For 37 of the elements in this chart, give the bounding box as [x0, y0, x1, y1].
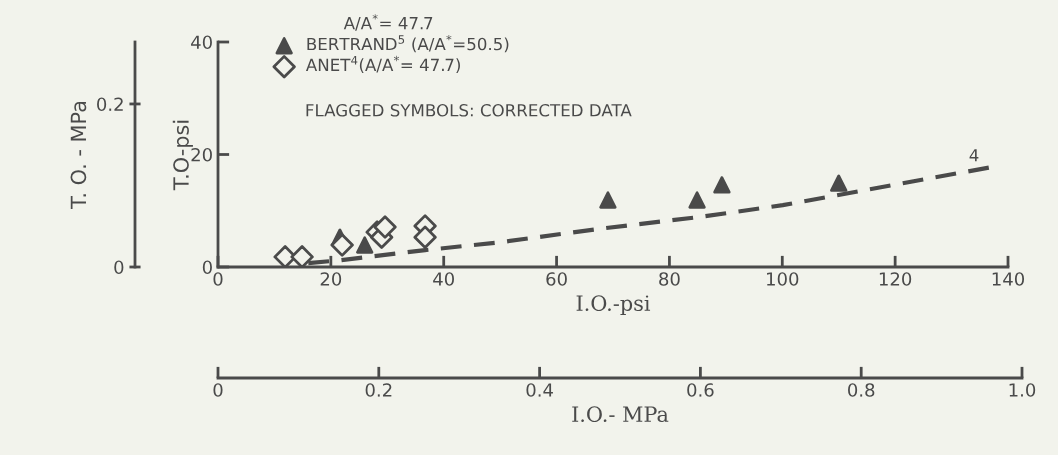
- point: [356, 236, 374, 254]
- point: [688, 191, 706, 209]
- x-tick-label: 20: [320, 272, 342, 286]
- point: [373, 215, 397, 239]
- legend-label: BERTRAND$^{5}$ (A/A$^{*}$=50.5): [307, 35, 509, 53]
- y2-axis-title: T. O. - MPa: [70, 101, 87, 209]
- x-tick-label: 0: [213, 272, 223, 286]
- y-tick-label: 40: [191, 35, 212, 50]
- point: [290, 245, 314, 267]
- x-tick-label: 120: [879, 272, 912, 286]
- x-tick-label: 100: [767, 272, 799, 286]
- x2-tick-label: 0.8: [848, 383, 875, 397]
- y-tick-label: 20: [191, 147, 212, 162]
- legend-label: ANET$^{4}$(A/A$^{*}$= 47.7): [305, 55, 460, 74]
- x2-tick-label: 0.6: [687, 383, 714, 397]
- x-tick-label: 60: [546, 272, 567, 286]
- legend-title: A/A$^{*}$= 47.7: [343, 14, 433, 31]
- x2-axis-title: I.O.- MPa: [572, 406, 669, 423]
- x-axis-title: I.O.-psi: [576, 295, 651, 316]
- y-axis-title: T.O-psi: [172, 120, 193, 191]
- annotation: FLAGGED SYMBOLS: CORRECTED DATA: [306, 103, 632, 117]
- point: [413, 225, 437, 249]
- x2-tick-label: 0: [213, 383, 223, 397]
- x2-tick-label: 0.2: [365, 383, 392, 397]
- x-tick-label: 40: [433, 272, 454, 286]
- y2-tick-label: 0.2: [97, 97, 123, 112]
- x-tick-label: 140: [992, 272, 1025, 286]
- point: [830, 174, 848, 192]
- point: [713, 176, 731, 194]
- annotation: 4: [969, 149, 979, 162]
- y-tick-label: 0: [202, 260, 212, 275]
- point: [599, 191, 617, 209]
- point: [330, 233, 354, 257]
- y2-tick-label: 0: [114, 260, 124, 275]
- x-tick-label: 80: [659, 272, 680, 286]
- x2-tick-label: 1.0: [1009, 383, 1036, 397]
- x2-tick-label: 0.4: [526, 383, 553, 397]
